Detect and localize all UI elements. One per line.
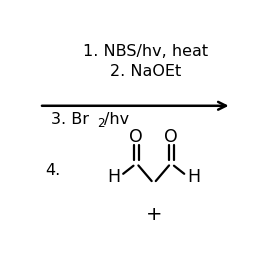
Text: 3. Br: 3. Br bbox=[51, 112, 89, 127]
Text: 1. NBS/hv, heat: 1. NBS/hv, heat bbox=[83, 43, 208, 58]
Text: H: H bbox=[187, 168, 200, 186]
Text: 4.: 4. bbox=[45, 163, 60, 178]
Text: /hv: /hv bbox=[103, 112, 129, 127]
Text: H: H bbox=[107, 168, 120, 186]
Text: +: + bbox=[145, 205, 162, 224]
Text: O: O bbox=[164, 128, 178, 146]
Text: 2. NaOEt: 2. NaOEt bbox=[110, 64, 181, 79]
Text: O: O bbox=[129, 128, 143, 146]
Text: 2: 2 bbox=[97, 117, 105, 131]
